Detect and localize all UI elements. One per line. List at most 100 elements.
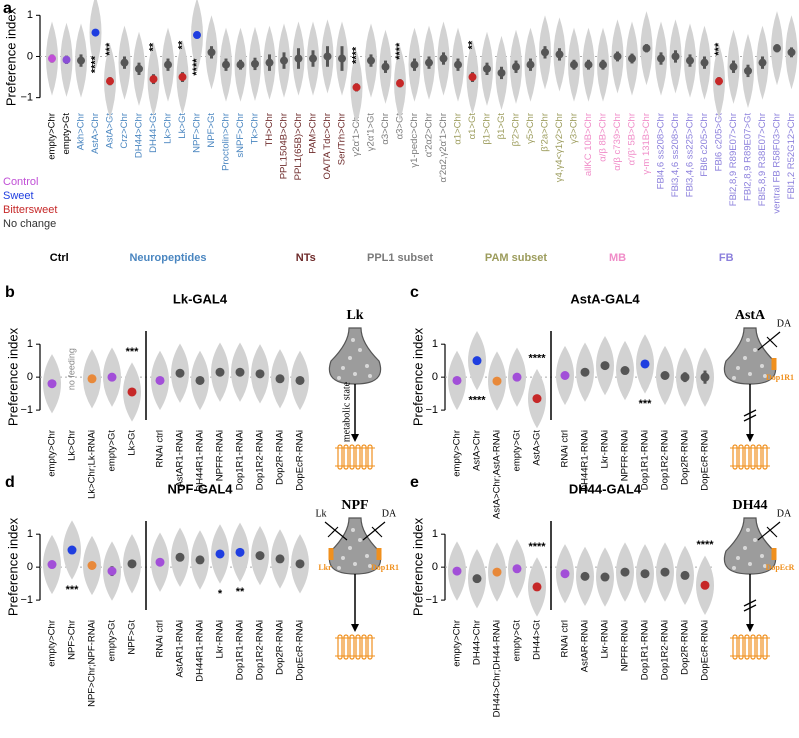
x-tick-label: DH44>Gt [532,620,543,660]
data-point [660,567,670,577]
data-point [195,375,205,385]
data-point [47,379,57,389]
hash-mark [375,530,383,538]
data-point [657,54,665,63]
data-point [640,359,650,369]
receptor-helix [367,444,373,470]
data-point [48,54,56,63]
group-label: MB [609,252,626,264]
receptor-helix [337,634,343,660]
receptor-helix [343,634,349,660]
diagram-name: AstA [735,308,766,323]
data-point [193,31,201,40]
x-tick-label: γ4,γ4<γ1γ2>Chr [554,113,565,182]
x-tick-label: Lk>Gt [127,430,138,456]
receptor-helix [762,634,768,660]
x-tick-label: Dop1R1-RNAi [640,620,651,680]
receptor-helix [343,444,349,470]
x-tick-label: empty>Gt [512,430,523,472]
x-tick-label: FBl3,4,6 ss225>Chr [685,113,696,197]
x-tick-label: γ2α'1>Chr [351,113,362,156]
receptor-label: DopEcR [766,563,795,572]
x-tick-label: NPFR-RNAi [620,430,631,481]
x-tick-label: AstA>Gt [105,113,116,149]
data-point [560,371,570,380]
data-point [532,394,542,404]
x-tick-label: AstA>Chr;AstA-RNAi [492,430,503,519]
data-point [532,582,542,592]
data-point [700,580,710,590]
x-tick-label: RNAi ctrl [560,620,571,657]
x-tick-label: allKC 10B>Chr [583,113,594,176]
data-point [295,375,305,385]
data-point [107,566,117,576]
x-tick-label: FBl3,4,6 ss208>Chr [670,113,681,197]
x-tick-label: RNAi ctrl [155,430,166,467]
data-point [91,28,100,37]
soma-dot [763,564,767,568]
soma-dot [736,556,740,560]
data-point [680,372,690,382]
input-arrow [757,331,781,351]
y-axis-label: Preference index [3,7,18,106]
legend-entry: Sweet [3,190,34,202]
soma-dot [368,564,372,568]
soma-dot [368,374,372,378]
x-tick-label: AstA>Chr [472,430,483,471]
data-point [628,54,636,63]
significance: **** [191,58,203,76]
x-tick-label: Crz>Chr [119,113,130,149]
x-tick-label: NPF>Chr [192,113,203,153]
data-point [787,48,796,57]
soma-dot [743,546,747,550]
x-tick-label: NPFR-RNAi [620,620,631,671]
soma-dot [746,338,750,342]
hash-mark [743,409,757,417]
data-point [686,56,694,65]
soma-dot [748,372,752,376]
x-tick-label: α3>Gt [395,113,406,140]
data-point [744,66,752,75]
x-tick-label: Akh>Chr [76,113,87,150]
receptor-label: Dop1R1 [371,563,399,572]
data-point [294,54,303,63]
x-tick-label: PAM>Chr [308,113,319,154]
x-tick-label: α/β 8B>Chr [598,113,609,162]
y-tick-label: 1 [432,338,438,350]
x-tick-label: AstAR1-RNAi [175,620,186,678]
soma-dot [341,556,345,560]
data-point [555,50,564,59]
x-tick-label: DopEcR-RNAi [700,620,711,681]
soma-dot [732,376,736,380]
data-point [492,567,502,577]
x-tick-label: β'2>Chr [511,113,522,146]
receptor-helix [738,444,744,470]
data-point [120,58,129,67]
soma-dot [736,366,740,370]
soma-dot [743,356,747,360]
x-tick-label: α1>Gt [467,113,478,140]
x-tick-label: DH44>Chr;DH44-RNAi [492,620,503,717]
x-tick-label: NPF>Gt [206,113,217,148]
data-point [87,561,97,570]
receptor-patch [771,358,777,370]
y-axis-label: Preference index [410,327,425,426]
panel-letter: b [5,284,15,301]
soma-dot [753,348,757,352]
diagram-name: NPF [341,498,368,513]
data-point [613,52,622,61]
x-tick-label: NPF>Chr [67,620,78,660]
soma-dot [763,374,767,378]
x-tick-label: Dop1R2-RNAi [660,620,671,680]
x-tick-label: γ1-pedc>Chr [409,113,420,168]
x-tick-label: DH44>Gt [148,113,159,153]
x-tick-label: NPF>Chr;NPF-RNAi [87,620,98,707]
x-tick-label: empty>Chr [47,430,58,477]
x-tick-label: PPL1504B>Chr [279,113,290,179]
data-point [570,60,578,69]
receptor-label: Dop1R1 [766,373,794,382]
y-tick-label: −1 [20,92,33,104]
data-point [758,58,767,67]
x-tick-label: AstAR1-RNAi [175,430,186,488]
